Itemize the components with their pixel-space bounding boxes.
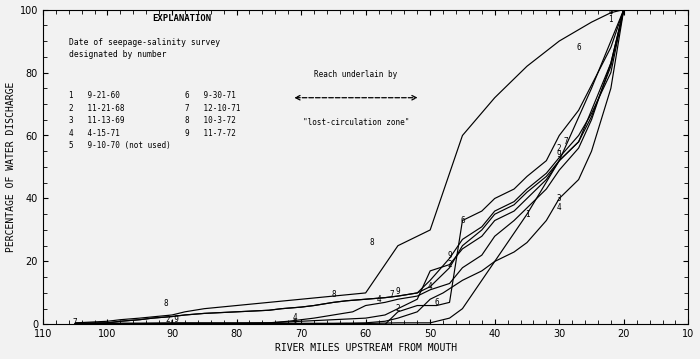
Text: 3: 3 — [293, 319, 297, 328]
Text: "lost-circulation zone": "lost-circulation zone" — [303, 118, 409, 127]
X-axis label: RIVER MILES UPSTREAM FROM MOUTH: RIVER MILES UPSTREAM FROM MOUTH — [274, 344, 456, 354]
Text: 7: 7 — [73, 318, 78, 327]
Text: 9: 9 — [557, 150, 561, 159]
Text: 4: 4 — [376, 295, 381, 304]
Text: 1: 1 — [608, 14, 613, 23]
Text: EXPLANATION: EXPLANATION — [152, 14, 211, 23]
Text: 2: 2 — [395, 304, 400, 313]
Text: 3: 3 — [557, 194, 561, 203]
Text: 8: 8 — [608, 6, 613, 16]
Text: 4: 4 — [293, 313, 297, 322]
Text: 4: 4 — [428, 282, 433, 291]
Text: 2: 2 — [557, 144, 561, 153]
Text: 1   9-21-60
2   11-21-68
3   11-13-69
4   4-15-71
5   9-10-70 (not used): 1 9-21-60 2 11-21-68 3 11-13-69 4 4-15-7… — [69, 92, 171, 150]
Text: 7: 7 — [564, 137, 568, 146]
Text: 6: 6 — [434, 298, 439, 307]
Text: 6: 6 — [576, 43, 581, 52]
Text: 6   9-30-71
7   12-10-71
8   10-3-72
9   11-7-72: 6 9-30-71 7 12-10-71 8 10-3-72 9 11-7-72 — [185, 92, 240, 138]
Text: 1: 1 — [525, 210, 529, 219]
Text: 2: 2 — [447, 260, 452, 269]
Text: 8: 8 — [331, 290, 336, 299]
Text: 8: 8 — [163, 299, 168, 308]
Text: 6: 6 — [460, 216, 465, 225]
Y-axis label: PERCENTAGE OF WATER DISCHARGE: PERCENTAGE OF WATER DISCHARGE — [6, 82, 15, 252]
Text: 2,9: 2,9 — [165, 315, 179, 324]
Text: 9: 9 — [395, 287, 400, 296]
Text: 6: 6 — [363, 323, 368, 332]
Text: 9: 9 — [447, 251, 452, 260]
Text: 7: 7 — [389, 290, 394, 299]
Text: Date of seepage-salinity survey
designated by number: Date of seepage-salinity survey designat… — [69, 38, 220, 59]
Text: 4: 4 — [557, 204, 561, 213]
Text: 8: 8 — [370, 238, 374, 247]
Text: Reach underlain by: Reach underlain by — [314, 70, 398, 79]
